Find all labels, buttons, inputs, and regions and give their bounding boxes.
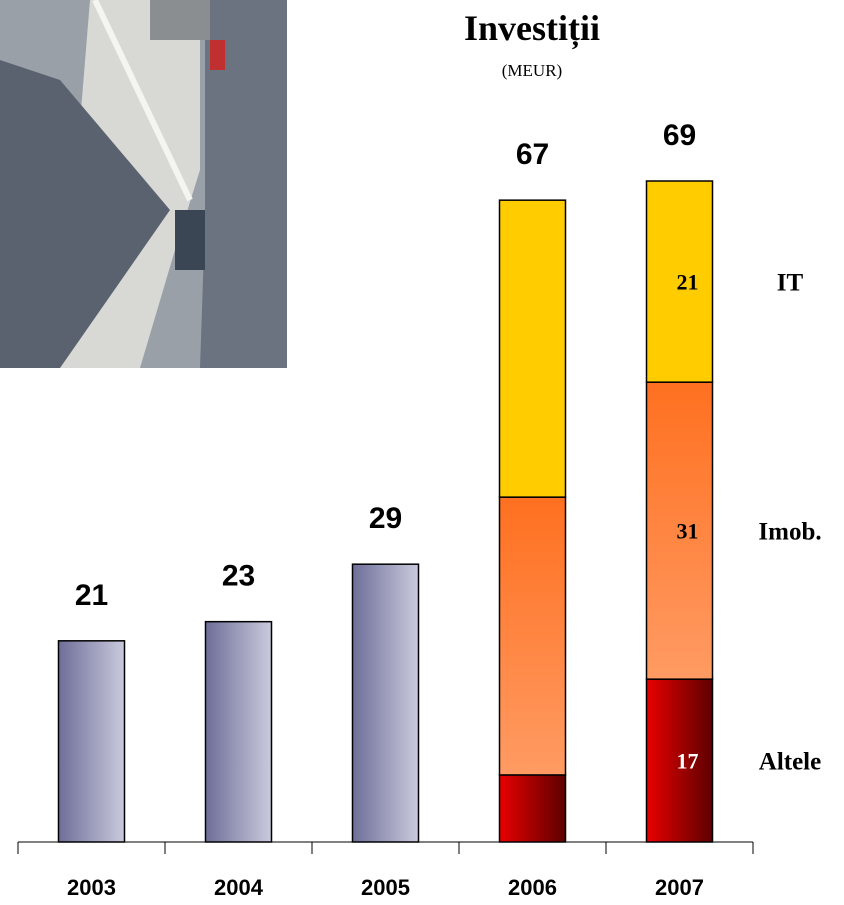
bar-segment [645, 678, 714, 843]
bar-segment [498, 199, 567, 498]
bar [204, 620, 273, 843]
total-label: 21 [75, 579, 108, 612]
photo [0, 0, 287, 368]
value-label: 21 [677, 270, 699, 295]
total-label: 23 [222, 560, 255, 593]
legend-label: Imob. [758, 519, 821, 546]
total-label: 67 [516, 138, 549, 171]
total-label: 29 [369, 502, 402, 535]
bar-segment [498, 774, 567, 843]
value-label: 17 [677, 749, 699, 774]
bar-segment [498, 496, 567, 776]
bar [351, 563, 420, 843]
bar-segment [645, 381, 714, 680]
bar-segment [645, 180, 714, 383]
x-tick-label: 2003 [67, 875, 116, 900]
chart-title: Investiții [464, 8, 600, 49]
value-label: 31 [677, 519, 699, 544]
x-tick-label: 2005 [361, 875, 410, 900]
x-tick-label: 2004 [214, 875, 264, 900]
x-tick-label: 2007 [655, 875, 704, 900]
legend-label: Altele [759, 749, 821, 776]
bar [57, 640, 126, 843]
x-tick-label: 2006 [508, 875, 557, 900]
total-label: 69 [663, 119, 696, 152]
legend-label: IT [777, 270, 804, 297]
chart-subtitle: (MEUR) [502, 61, 562, 80]
